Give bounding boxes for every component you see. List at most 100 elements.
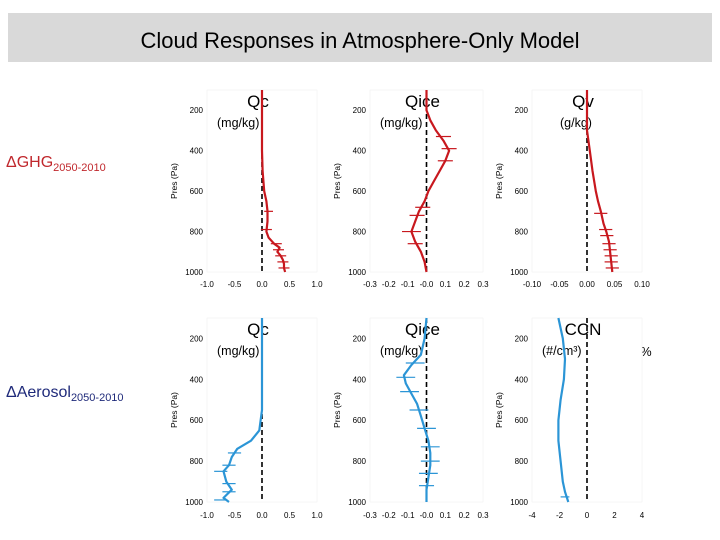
y-tick-label: 400	[190, 147, 204, 156]
row-label-ghg: ΔGHG2050-2010	[6, 154, 106, 174]
y-tick-label: 200	[353, 334, 367, 343]
panel-title: Qice	[405, 320, 440, 339]
series-line	[585, 90, 614, 273]
x-tick-label: -0.2	[382, 280, 396, 289]
x-tick-label: 0.5	[284, 511, 296, 520]
panel-unit: (mg/kg)	[217, 116, 259, 130]
x-tick-label: 1.0	[311, 280, 323, 289]
panel-unit: (#/cm³)	[542, 344, 582, 358]
panel-unit: (g/kg)	[560, 116, 592, 130]
x-tick-label: 0.3	[477, 280, 489, 289]
y-tick-label: 200	[190, 106, 204, 115]
x-tick-label: -2	[556, 511, 564, 520]
x-tick-label: -0.10	[523, 280, 542, 289]
x-tick-label: 0.5	[284, 280, 296, 289]
x-tick-label: -0.0	[420, 511, 434, 520]
x-tick-label: 0.1	[440, 280, 452, 289]
chart-panel-0-1: 200 400 600 800 1000 Pres (Pa) -0.3 -0.2 -0.1 -0.…	[332, 89, 489, 289]
x-tick-label: -0.1	[401, 280, 415, 289]
x-tick-label: 0.00	[579, 280, 595, 289]
y-tick-label: 800	[190, 228, 204, 237]
y-axis-label: Pres (Pa)	[494, 163, 504, 199]
y-tick-label: 200	[190, 334, 204, 343]
row-label-aerosol: ΔAerosol2050-2010	[6, 384, 124, 404]
y-axis-label: Pres (Pa)	[169, 163, 179, 199]
panel-title: Qc	[247, 320, 269, 339]
panel-title: CCN	[565, 320, 602, 339]
y-axis-label: Pres (Pa)	[332, 163, 342, 199]
x-tick-label: -1.0	[200, 511, 214, 520]
y-tick-label: 1000	[185, 268, 203, 277]
y-tick-label: 800	[353, 228, 367, 237]
row-label-ghg-main: ΔGHG	[6, 154, 54, 171]
y-tick-label: 1000	[510, 268, 528, 277]
x-tick-label: 1.0	[311, 511, 323, 520]
x-tick-label: 0.1	[440, 511, 452, 520]
x-tick-label: -0.05	[550, 280, 569, 289]
chart-panel-0-0: 200 400 600 800 1000 Pres (Pa) -1.0 -0.5 0.0 0.5 1…	[169, 89, 323, 289]
y-tick-label: 600	[353, 416, 367, 425]
y-tick-label: 400	[190, 375, 204, 384]
panel-title: Qv	[572, 92, 594, 111]
x-tick-label: 0.3	[477, 511, 489, 520]
series-line	[557, 317, 570, 503]
page-title: Cloud Responses in Atmosphere-Only Model	[140, 28, 580, 53]
y-tick-label: 1000	[185, 498, 203, 507]
x-tick-label: -0.0	[420, 280, 434, 289]
chart-panel-1-1: 200 400 600 800 1000 Pres (Pa) -0.3 -0.2 -0.1 -0.…	[332, 317, 489, 520]
x-tick-label: -0.3	[363, 280, 377, 289]
y-tick-label: 600	[190, 187, 204, 196]
y-tick-label: 800	[515, 457, 529, 466]
series-line	[222, 318, 264, 503]
chart-panel-0-2: 200 400 600 800 1000 Pres (Pa) -0.10 -0.05 0.00 0…	[494, 89, 650, 289]
y-tick-label: 200	[515, 106, 529, 115]
y-tick-label: 600	[515, 187, 529, 196]
y-tick-label: 600	[515, 416, 529, 425]
y-axis-label: Pres (Pa)	[332, 392, 342, 428]
x-tick-label: -4	[528, 511, 536, 520]
panel-unit: (mg/kg)	[380, 344, 422, 358]
x-tick-label: 0	[585, 511, 590, 520]
y-tick-label: 800	[190, 457, 204, 466]
y-tick-label: 400	[353, 147, 367, 156]
panel-title: Qc	[247, 92, 269, 111]
y-tick-label: 1000	[348, 498, 366, 507]
x-tick-label: -1.0	[200, 280, 214, 289]
y-tick-label: 800	[353, 457, 367, 466]
series-line	[260, 90, 287, 273]
x-tick-label: 0.0	[256, 280, 268, 289]
x-tick-label: -0.5	[228, 511, 242, 520]
y-tick-label: 200	[515, 334, 529, 343]
y-tick-label: 800	[515, 228, 529, 237]
chart-panel-1-2: 200 400 600 800 1000 Pres (Pa) -4 -2 0 2 4 CCN (#/cm…	[494, 317, 645, 520]
x-tick-label: 0.2	[459, 280, 471, 289]
y-tick-label: 400	[515, 375, 529, 384]
x-tick-label: 2	[612, 511, 617, 520]
y-tick-label: 1000	[510, 498, 528, 507]
x-tick-label: -0.2	[382, 511, 396, 520]
y-axis-label: Pres (Pa)	[169, 392, 179, 428]
y-tick-label: 600	[190, 416, 204, 425]
panel-title: Qice	[405, 92, 440, 111]
y-tick-label: 400	[353, 375, 367, 384]
y-tick-label: 400	[515, 147, 529, 156]
x-tick-label: 4	[640, 511, 645, 520]
chart-panel-1-0: 200 400 600 800 1000 Pres (Pa) -1.0 -0.5 0.0 0.5 1…	[169, 317, 323, 520]
y-axis-label: Pres (Pa)	[494, 392, 504, 428]
x-tick-label: 0.05	[607, 280, 623, 289]
x-tick-label: -0.3	[363, 511, 377, 520]
row-label-ghg-sub: 2050-2010	[53, 162, 106, 175]
row-label-aerosol-main: ΔAerosol	[6, 384, 71, 401]
x-tick-label: -0.5	[228, 280, 242, 289]
panel-unit: (mg/kg)	[217, 344, 259, 358]
x-tick-label: 0.2	[459, 511, 471, 520]
y-tick-label: 200	[353, 106, 367, 115]
row-label-aerosol-sub: 2050-2010	[70, 392, 124, 405]
panel-unit: (mg/kg)	[380, 116, 422, 130]
y-tick-label: 1000	[348, 268, 366, 277]
y-tick-label: 600	[353, 187, 367, 196]
x-tick-label: 0.10	[634, 280, 650, 289]
x-tick-label: 0.0	[256, 511, 268, 520]
title-banner: Cloud Responses in Atmosphere-Only Model	[8, 13, 712, 62]
